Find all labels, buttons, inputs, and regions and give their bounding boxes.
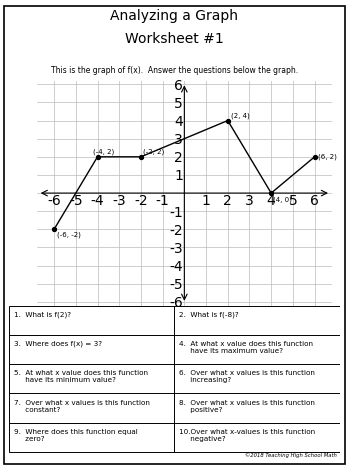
Text: 7.  Over what x values is this function
     constant?: 7. Over what x values is this function c…: [14, 400, 150, 413]
Text: 4.  At what x value does this function
     have its maximum value?: 4. At what x value does this function ha…: [179, 341, 313, 354]
Text: 3.  Where does f(x) = 3?: 3. Where does f(x) = 3?: [14, 341, 102, 347]
Text: 9.  Where does this function equal
     zero?: 9. Where does this function equal zero?: [14, 429, 138, 442]
Text: ©2018 Teaching High School Math: ©2018 Teaching High School Math: [245, 453, 337, 458]
Text: 8.  Over what x values is this function
     positive?: 8. Over what x values is this function p…: [179, 400, 315, 413]
Text: Analyzing a Graph: Analyzing a Graph: [111, 9, 238, 24]
Text: 5.  At what x value does this function
     have its minimum value?: 5. At what x value does this function ha…: [14, 370, 148, 383]
Text: Worksheet #1: Worksheet #1: [125, 32, 224, 46]
Text: 2.  What is f(-8)?: 2. What is f(-8)?: [179, 312, 239, 318]
Text: This is the graph of f(x).  Answer the questions below the graph.: This is the graph of f(x). Answer the qu…: [51, 66, 298, 75]
Text: 1.  What is f(2)?: 1. What is f(2)?: [14, 312, 71, 318]
Text: 6.  Over what x values is this function
     increasing?: 6. Over what x values is this function i…: [179, 370, 315, 383]
Text: 10.Over what x-values is this function
     negative?: 10.Over what x-values is this function n…: [179, 429, 315, 442]
